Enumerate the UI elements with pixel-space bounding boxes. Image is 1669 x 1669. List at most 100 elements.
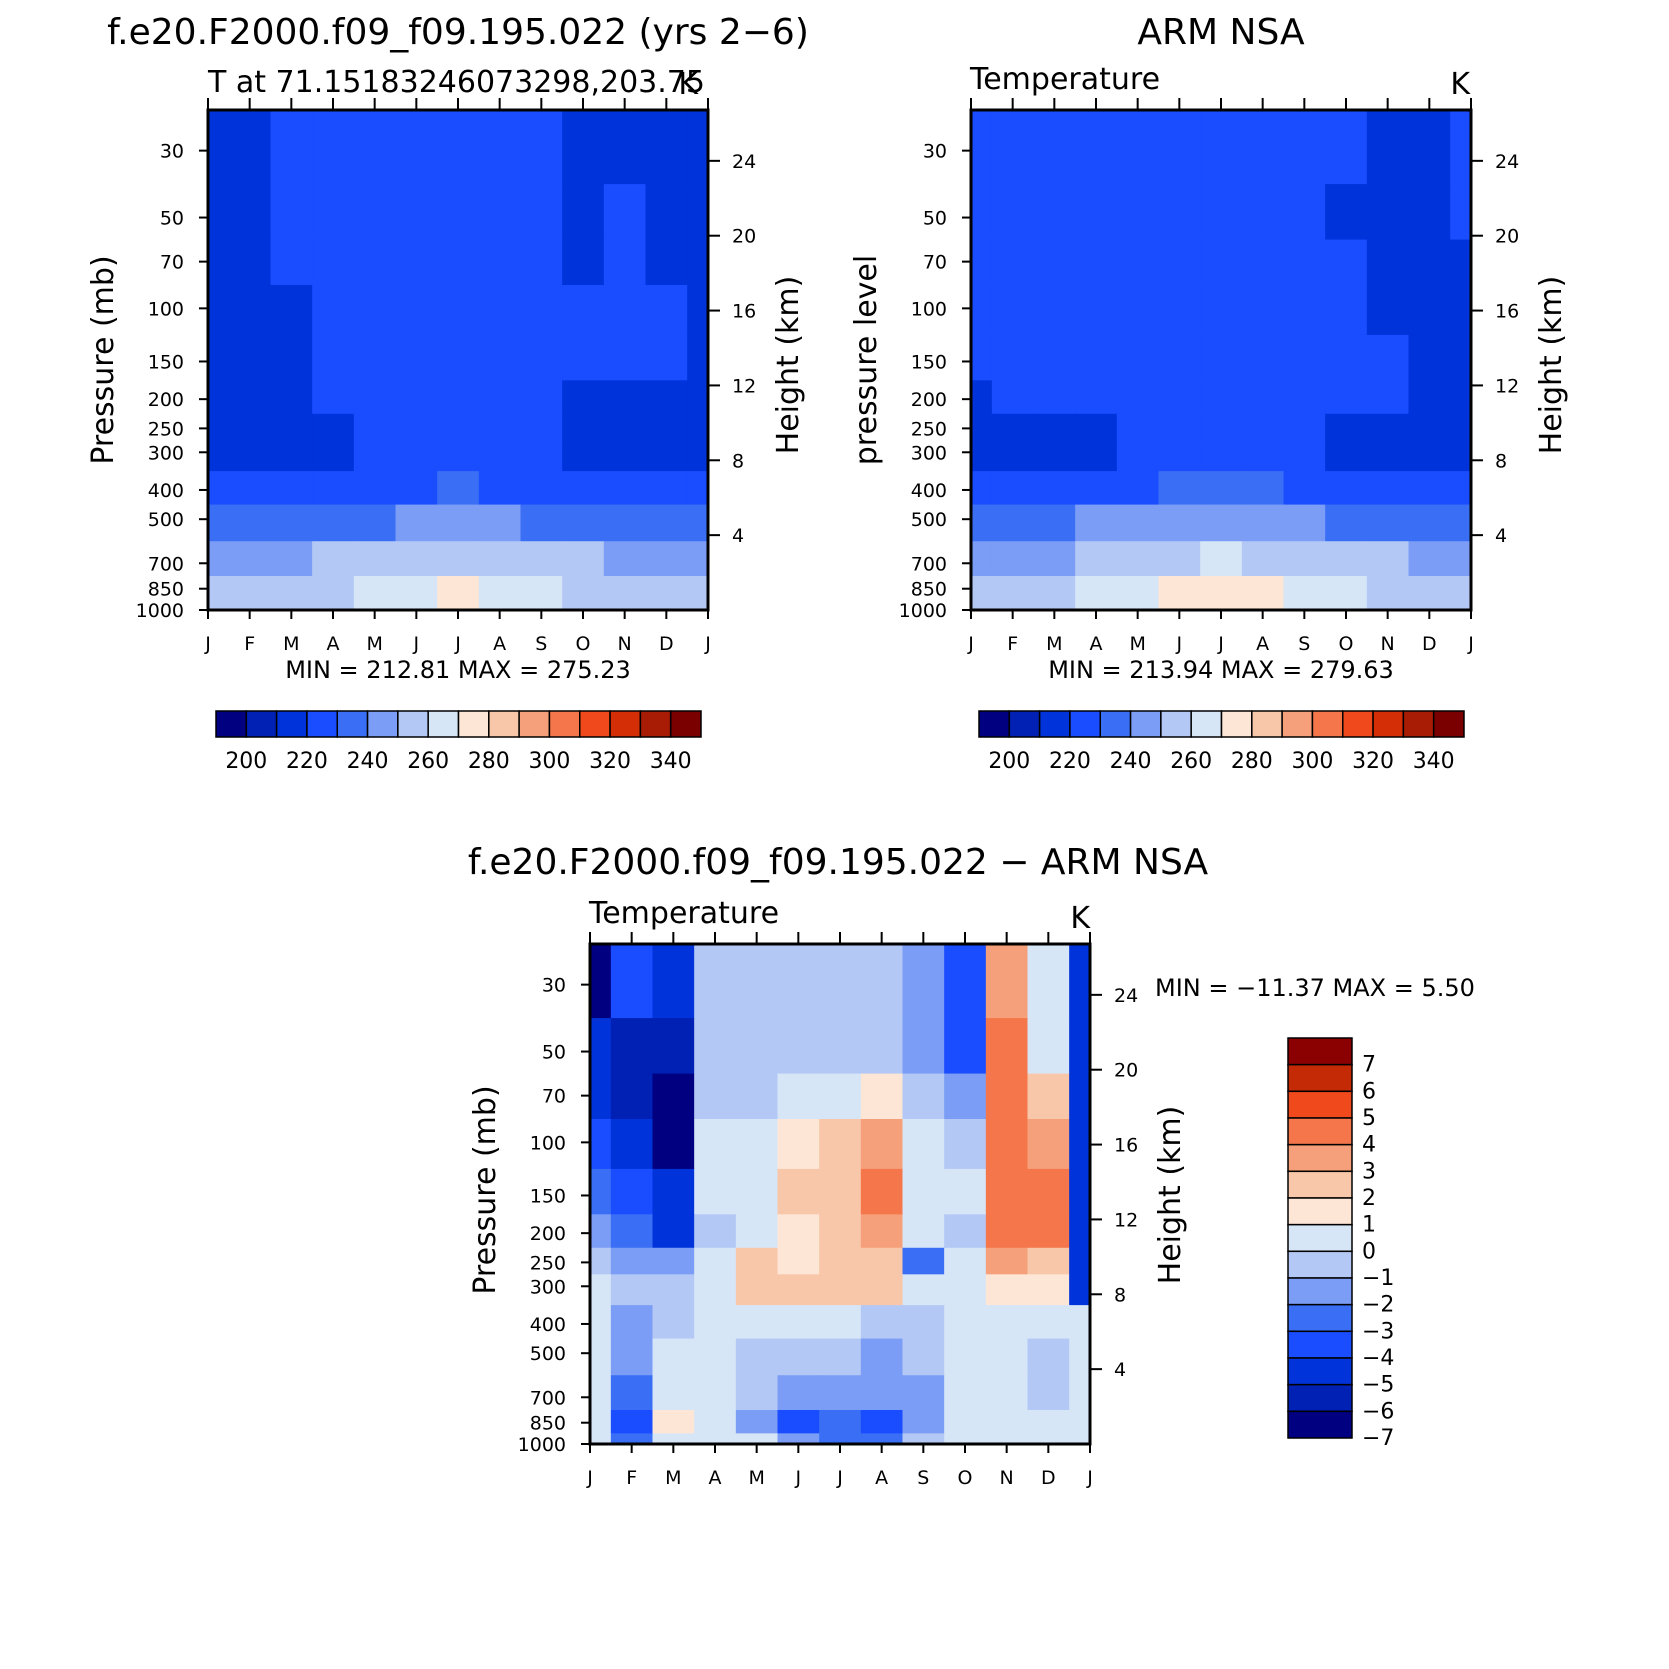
diff-cell — [590, 1247, 612, 1275]
obs-cell — [1075, 413, 1118, 441]
diff-cell — [735, 944, 779, 1019]
model-cell — [520, 504, 563, 542]
model-cell — [562, 284, 605, 336]
obs-month-label: A — [1256, 633, 1269, 655]
obs-panel: ARM NSA Temperature K 30 50 70 100 150 200 250… — [849, 12, 1569, 774]
obs-cell — [971, 110, 993, 185]
obs-cell — [1116, 334, 1160, 381]
obs-cell — [1450, 471, 1472, 506]
obs-cell — [1241, 380, 1285, 415]
diff-cell — [777, 1018, 820, 1075]
obs-cell — [991, 471, 1035, 506]
model-cell — [603, 239, 647, 286]
model-colorbar-box — [275, 710, 308, 738]
diff-cell — [777, 1338, 820, 1376]
model-cell — [687, 334, 709, 381]
model-colorbar-box — [669, 710, 702, 738]
model-cell — [437, 284, 480, 336]
diff-cell — [902, 1168, 945, 1215]
obs-pressure-tick-label: 200 — [911, 389, 947, 411]
diff-pressure-tick-label: 50 — [542, 1042, 566, 1064]
diff-cell — [860, 1433, 904, 1445]
obs-cell — [1450, 239, 1472, 286]
model-cell — [562, 504, 605, 542]
model-cell — [208, 413, 230, 441]
model-height-tick-label: 24 — [732, 151, 756, 173]
model-colorbar-label: 260 — [407, 749, 449, 774]
model-pressure-tick-label: 70 — [160, 252, 184, 274]
diff-cell — [735, 1274, 779, 1306]
diff-cell — [735, 1214, 779, 1249]
obs-colorbar-label: 300 — [1291, 749, 1333, 774]
model-cell — [270, 334, 313, 381]
diff-colorbar-box — [1287, 1383, 1353, 1413]
model-cell — [562, 413, 605, 441]
obs-pressure-tick-label: 500 — [911, 509, 947, 531]
diff-cell — [860, 1168, 904, 1215]
model-month-label: J — [454, 633, 461, 655]
obs-colorbar-box — [1251, 710, 1283, 738]
diff-colorbar-label: 3 — [1362, 1159, 1376, 1184]
obs-cell — [1075, 184, 1118, 241]
diff-cell — [819, 1073, 862, 1120]
model-pressure-tick-label: 700 — [148, 553, 184, 575]
model-cell — [603, 504, 647, 542]
model-colorbar-box — [366, 710, 399, 738]
obs-pressure-tick-label: 400 — [911, 480, 947, 502]
obs-cell — [1325, 541, 1368, 577]
obs-cell — [991, 110, 1035, 185]
diff-cell — [735, 1409, 779, 1434]
diff-cell — [610, 1118, 654, 1170]
diff-cell — [1027, 1305, 1070, 1340]
obs-cell — [1325, 471, 1368, 506]
obs-cell — [991, 239, 1035, 286]
diff-cell — [860, 1073, 904, 1120]
obs-cell — [1283, 541, 1326, 577]
obs-colorbar-box — [1069, 710, 1101, 738]
obs-cell — [1241, 284, 1285, 336]
obs-cell — [1033, 184, 1076, 241]
diff-heatmap-cells — [590, 944, 1091, 1445]
obs-height-tick-label: 24 — [1495, 151, 1519, 173]
diff-pressure-tick-label: 200 — [530, 1223, 566, 1245]
model-cell — [520, 110, 563, 185]
diff-month-label: S — [917, 1467, 929, 1489]
diff-cell — [944, 1073, 987, 1120]
model-colorbar-label: 300 — [528, 749, 570, 774]
obs-cell — [1075, 284, 1118, 336]
obs-cell — [1283, 504, 1326, 542]
diff-cell — [694, 1118, 737, 1170]
obs-month-label: F — [1007, 633, 1018, 655]
diff-cell — [985, 1214, 1029, 1249]
obs-cell — [1408, 380, 1451, 415]
obs-height-axis: 24 20 16 12 8 4 — [1471, 151, 1519, 547]
obs-cell — [1158, 575, 1201, 600]
diff-colorbar-box — [1287, 1143, 1353, 1173]
diff-cell — [652, 944, 695, 1019]
diff-cell — [610, 1305, 654, 1340]
diff-cell — [1027, 1214, 1070, 1249]
diff-cell — [1027, 1247, 1070, 1275]
model-pressure-tick-label: 150 — [148, 351, 184, 373]
diff-colorbar-label: −6 — [1362, 1399, 1394, 1424]
obs-cell — [971, 184, 993, 241]
diff-cell — [735, 1375, 779, 1411]
diff-cell — [652, 1433, 695, 1445]
obs-cell — [1075, 504, 1118, 542]
diff-cell — [1069, 1168, 1091, 1215]
model-cell — [312, 471, 355, 506]
diff-main-title: f.e20.F2000.f09_f09.195.022 − ARM NSA — [468, 842, 1209, 883]
diff-cell — [590, 1118, 612, 1170]
obs-cell — [1450, 110, 1472, 185]
diff-colorbar-label: 2 — [1362, 1186, 1376, 1211]
diff-cell — [1069, 1409, 1091, 1434]
diff-cell — [902, 1305, 945, 1340]
diff-colorbar-box — [1287, 1117, 1353, 1146]
obs-pressure-tick-label: 150 — [911, 351, 947, 373]
model-cell — [312, 380, 355, 415]
obs-cell — [1116, 471, 1160, 506]
obs-month-label: M — [1129, 633, 1145, 655]
diff-pressure-tick-label: 850 — [530, 1413, 566, 1435]
